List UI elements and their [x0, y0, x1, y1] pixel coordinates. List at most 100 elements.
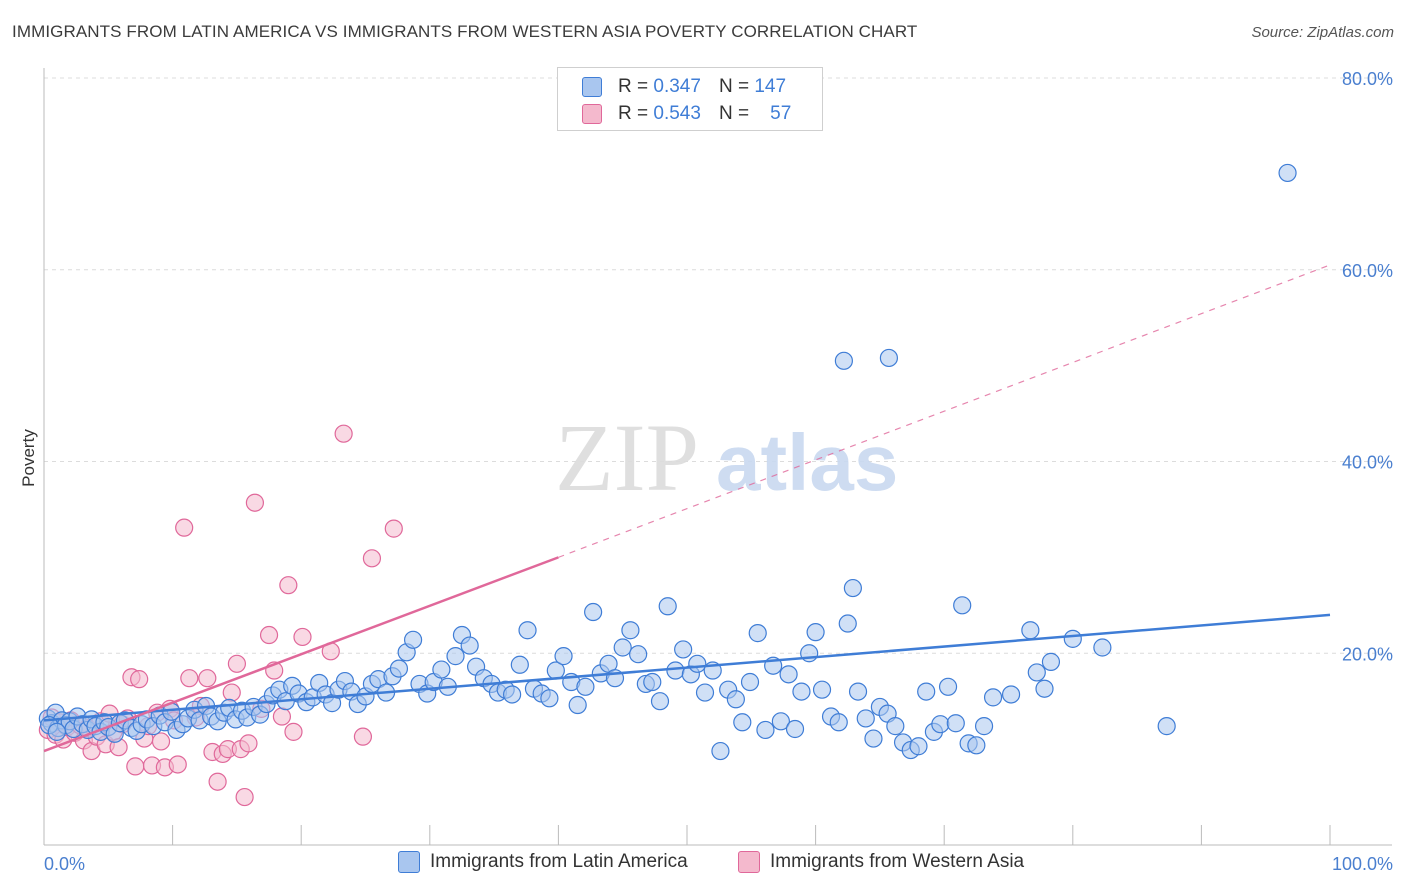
trend-line-latin-america [43, 613, 1331, 722]
trend-lines [43, 264, 1331, 753]
point-latin-america [974, 717, 994, 736]
watermark-zip: ZIP [555, 404, 699, 511]
legend-swatch-blue [582, 77, 602, 97]
point-western-asia [180, 669, 199, 688]
point-latin-america [1278, 163, 1297, 183]
point-latin-america [785, 719, 805, 739]
bottom-legend-western-asia: Immigrants from Western Asia [738, 851, 1024, 873]
point-latin-america [834, 351, 853, 370]
point-latin-america [503, 685, 522, 704]
legend-r-value: 0.543 [653, 103, 701, 124]
point-latin-america [806, 623, 825, 642]
point-latin-america [843, 578, 862, 598]
y-tick-label: 40.0% [1342, 453, 1393, 473]
point-western-asia [198, 669, 217, 688]
x-tick-label: 100.0% [1332, 854, 1393, 874]
legend-r-value: 0.347 [653, 76, 701, 97]
point-latin-america [917, 682, 936, 701]
point-latin-america [643, 672, 662, 692]
point-latin-america [886, 717, 905, 736]
point-western-asia [239, 734, 258, 753]
x-tick-label: 0.0% [44, 854, 85, 874]
legend-r-label: R = [618, 103, 649, 124]
point-western-asia [222, 683, 241, 702]
point-latin-america [1041, 652, 1061, 671]
point-western-asia [126, 757, 145, 776]
point-latin-america [650, 692, 670, 711]
point-latin-america [829, 713, 848, 732]
legend-n-value: 147 [754, 76, 787, 97]
point-latin-america [838, 614, 857, 633]
point-latin-america [1001, 685, 1021, 704]
point-latin-america [518, 621, 537, 640]
bottom-legend-swatch-pink [738, 851, 760, 873]
point-western-asia [130, 670, 149, 689]
point-western-asia [168, 755, 187, 774]
point-latin-america [576, 677, 595, 696]
point-latin-america [848, 682, 868, 701]
point-latin-america [674, 640, 693, 659]
watermark: ZIP atlas [555, 404, 898, 511]
point-latin-america [510, 655, 529, 674]
point-latin-america [931, 715, 950, 734]
point-latin-america [909, 737, 928, 756]
point-latin-america [812, 680, 832, 699]
point-western-asia [353, 727, 373, 746]
point-latin-america [389, 659, 409, 678]
point-latin-america [1021, 621, 1040, 640]
point-latin-america [983, 688, 1003, 707]
y-tick-label: 60.0% [1342, 261, 1393, 281]
point-western-asia [362, 549, 382, 568]
bottom-legend-latin-america: Immigrants from Latin America [398, 851, 688, 873]
point-western-asia [175, 518, 194, 537]
point-latin-america [1035, 679, 1054, 698]
point-latin-america [47, 722, 66, 741]
point-latin-america [613, 638, 632, 657]
point-latin-america [554, 647, 573, 666]
point-western-asia [245, 493, 265, 512]
point-latin-america [946, 714, 965, 733]
bottom-legend-label: Immigrants from Western Asia [770, 851, 1025, 872]
point-latin-america [584, 602, 603, 622]
point-latin-america [460, 636, 479, 655]
point-western-asia [334, 424, 353, 443]
point-latin-america [688, 654, 707, 673]
point-latin-america [432, 660, 451, 679]
legend-row-latin-america: R = 0.347 N = 147 [582, 74, 786, 100]
point-western-asia [384, 519, 403, 538]
point-latin-america [938, 677, 958, 696]
point-latin-america [856, 709, 875, 728]
point-western-asia [151, 732, 171, 751]
point-western-asia [227, 654, 246, 673]
bottom-legend-label: Immigrants from Latin America [430, 851, 688, 872]
point-latin-america [967, 736, 986, 755]
bottom-legend-swatch-blue [398, 851, 420, 873]
gridlines [44, 77, 1392, 654]
tick-labels: 20.0% 40.0% 60.0% 80.0% 0.0% 100.0% [44, 69, 1393, 874]
point-western-asia [279, 576, 298, 595]
point-latin-america [756, 720, 775, 740]
point-latin-america [695, 683, 715, 702]
point-latin-america [711, 741, 730, 761]
point-latin-america [740, 672, 760, 692]
legend-n-value: 57 [770, 103, 792, 124]
trend-line-western-asia [43, 556, 559, 753]
point-latin-america [621, 621, 640, 640]
point-latin-america [879, 348, 899, 368]
legend: R = 0.347 N = 147 R = 0.543 N = 57 [557, 67, 823, 131]
point-latin-america [726, 690, 745, 709]
point-latin-america [568, 695, 587, 715]
point-latin-america [666, 661, 685, 680]
y-tick-label: 80.0% [1342, 69, 1393, 89]
point-latin-america [658, 597, 677, 616]
point-latin-america [1157, 717, 1176, 736]
legend-r-label: R = [618, 76, 649, 97]
source-credit: Source: ZipAtlas.com [1251, 24, 1394, 41]
y-tick-label: 20.0% [1342, 644, 1393, 664]
series-western-asia [38, 424, 403, 807]
legend-n-label: N = [718, 103, 750, 124]
point-latin-america [446, 647, 465, 666]
point-western-asia [272, 707, 292, 726]
point-latin-america [771, 712, 790, 731]
point-latin-america [540, 689, 559, 708]
